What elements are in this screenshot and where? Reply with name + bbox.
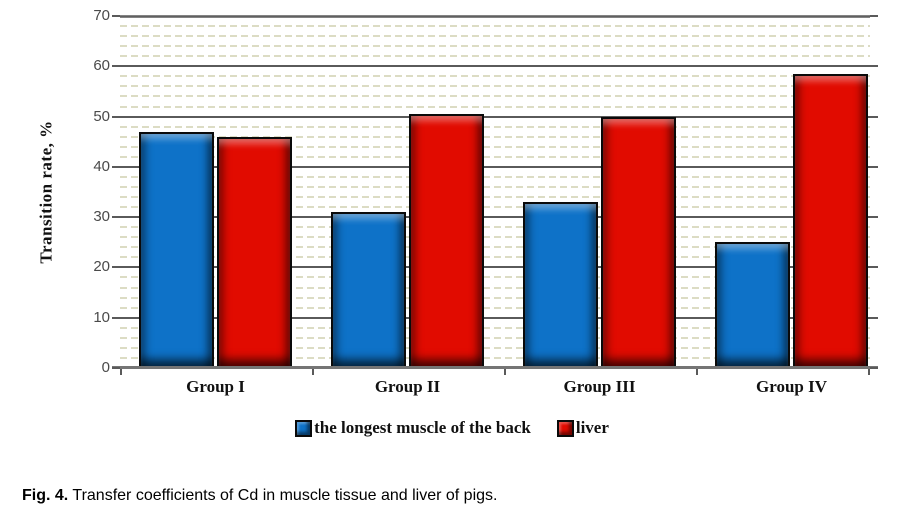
y-tick-label: 10 [93,308,110,326]
legend-item-liver: liver [556,418,609,438]
major-gridline [120,165,870,168]
y-tick-label: 20 [93,258,110,276]
minor-gridline [120,95,870,98]
minor-gridline [120,286,870,289]
bar-liver-group-2 [409,114,484,368]
legend-swatch-blue [295,419,313,437]
x-axis-tick [868,369,870,375]
bar-bevel [717,244,788,366]
bar-bevel [333,214,404,366]
x-category-label: Group III [563,377,636,396]
bar-muscle-group-4 [715,242,790,368]
minor-gridline [120,296,870,299]
minor-gridline [120,35,870,38]
x-category-label: Group IV [755,377,827,396]
bar-muscle-group-3 [523,202,598,368]
minor-gridline [120,45,870,48]
plot-area [120,15,870,368]
minor-gridline [120,25,870,28]
minor-gridline [120,196,870,199]
major-gridline [120,65,870,68]
minor-gridline [120,85,870,88]
x-axis-line [112,366,878,369]
y-axis-tick [112,15,120,17]
minor-gridline [120,306,870,309]
y-tick-label: 30 [93,208,110,226]
y-axis-tick [112,266,120,269]
legend-label: liver [575,418,609,437]
bar-bevel [525,204,596,366]
y-axis-title-text: Transition rate, % [37,120,57,264]
y-axis-title: Transition rate, % [34,16,60,368]
minor-gridline [120,256,870,259]
y-axis-tick [870,165,878,168]
minor-gridline [120,125,870,128]
y-tick-label: 40 [93,157,110,175]
caption-prefix: Fig. 4. [22,487,69,504]
bar-liver-group-4 [793,73,868,368]
y-axis-tick [870,15,878,17]
x-axis-tick [120,369,122,375]
minor-gridline [120,336,870,339]
bar-bevel [603,119,674,366]
x-category-label: Group I [186,377,245,396]
legend: the longest muscle of the back liver [0,418,904,438]
minor-gridline [120,135,870,138]
minor-gridline [120,145,870,148]
y-tick-label: 70 [93,7,110,24]
y-axis-tick [870,316,878,319]
bar-muscle-group-1 [139,131,214,368]
bar-muscle-group-2 [331,212,406,368]
minor-gridline [120,276,870,279]
major-gridline [120,216,870,219]
bar-bevel [795,76,866,366]
minor-gridline [120,246,870,249]
y-axis-tick [112,65,120,68]
minor-gridline [120,105,870,108]
legend-label: the longest muscle of the back [314,418,531,437]
x-axis-tick [312,369,314,375]
y-axis-tick [870,65,878,68]
minor-gridline [120,185,870,188]
x-category-label: Group II [374,377,441,396]
minor-gridline [120,75,870,78]
minor-gridline [120,346,870,349]
minor-gridline [120,326,870,329]
figure-caption: Fig. 4. Transfer coefficients of Cd in m… [22,487,497,505]
legend-swatch-red [556,419,574,437]
y-tick-label: 60 [93,57,110,75]
bar-bevel [141,134,212,366]
y-axis-tick [870,216,878,219]
y-axis-tick [112,316,120,319]
y-axis-tick [112,367,120,369]
bar-bevel [219,139,290,366]
major-gridline [120,266,870,269]
minor-gridline [120,236,870,239]
y-tick-label: 50 [93,107,110,125]
y-axis-tick [112,115,120,118]
x-axis-tick [696,369,698,375]
major-gridline [120,115,870,118]
y-axis-tick [112,165,120,168]
major-gridline [120,316,870,319]
minor-gridline [120,55,870,58]
y-tick-label: 0 [101,359,110,376]
minor-gridline [120,356,870,359]
bar-liver-group-3 [601,116,676,368]
y-axis-tick [112,216,120,219]
y-axis-tick [870,367,878,369]
major-gridline [120,15,870,18]
x-axis-tick [504,369,506,375]
legend-item-muscle: the longest muscle of the back [295,418,531,438]
minor-gridline [120,226,870,229]
bar-bevel [411,116,482,366]
y-axis-tick [870,266,878,269]
minor-gridline [120,155,870,158]
minor-gridline [120,175,870,178]
y-axis-tick [870,115,878,118]
minor-gridline [120,206,870,209]
caption-text: Transfer coefficients of Cd in muscle ti… [68,487,498,504]
bar-liver-group-1 [217,136,292,368]
